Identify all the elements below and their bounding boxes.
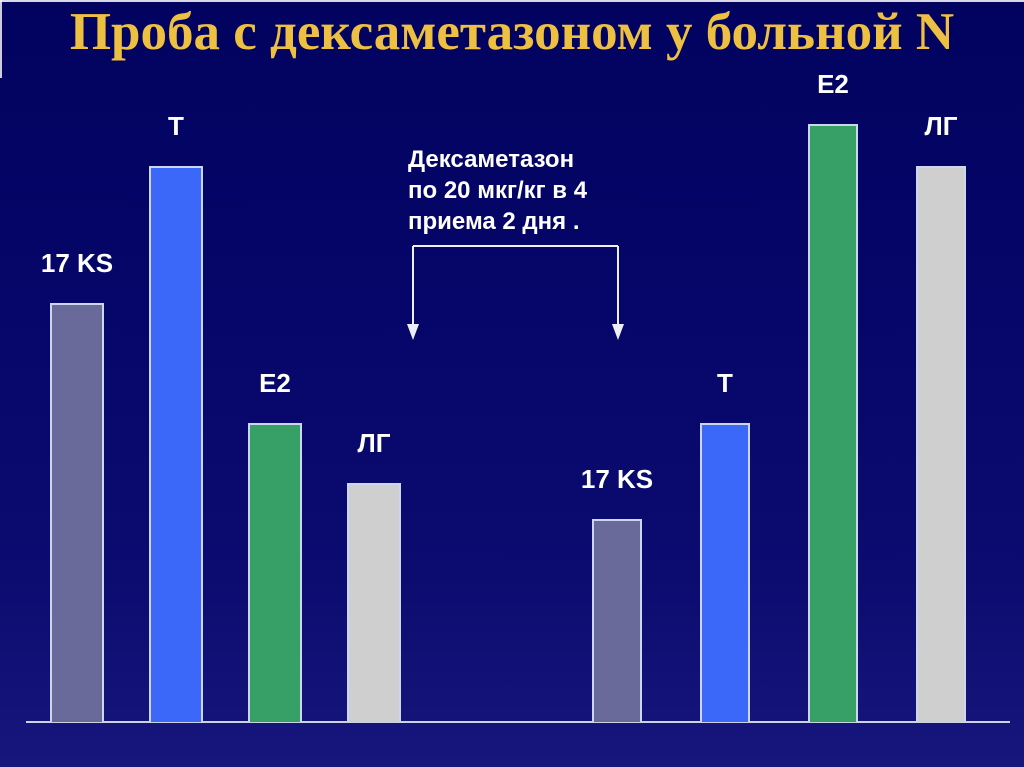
bar-17ks-right: [592, 519, 642, 722]
bar-label-t-right: T: [717, 368, 733, 398]
bar-label-t-left: T: [168, 111, 184, 141]
bar-t-right: [700, 423, 750, 722]
slide-left-border: [0, 0, 2, 78]
bar-label-lg-right: ЛГ: [924, 111, 958, 141]
dexamethasone-annotation: Дексаметазон по 20 мкг/кг в 4 приема 2 д…: [408, 146, 588, 235]
bar-lg-left: [347, 483, 401, 722]
bar-label-17ks-right: 17 KS: [580, 464, 654, 494]
x-axis-line: [26, 721, 1010, 723]
bar-t-left: [149, 166, 203, 722]
dexamethasone-bracket-arrows: [407, 245, 624, 340]
bar-e2-right: [808, 124, 858, 722]
bar-lg-right: [916, 166, 966, 722]
page-title: Проба с дексаметазоном у больной N: [69, 3, 955, 61]
bar-label-17ks-left: 17 KS: [40, 248, 114, 278]
bar-label-e2-left: E2: [259, 368, 291, 398]
bar-e2-left: [248, 423, 302, 722]
bar-label-e2-right: E2: [817, 69, 849, 99]
bar-17ks-left: [50, 303, 104, 722]
bar-label-lg-left: ЛГ: [357, 428, 391, 458]
arrow-down-icon: [407, 324, 624, 340]
slide-top-border: [0, 0, 1024, 2]
